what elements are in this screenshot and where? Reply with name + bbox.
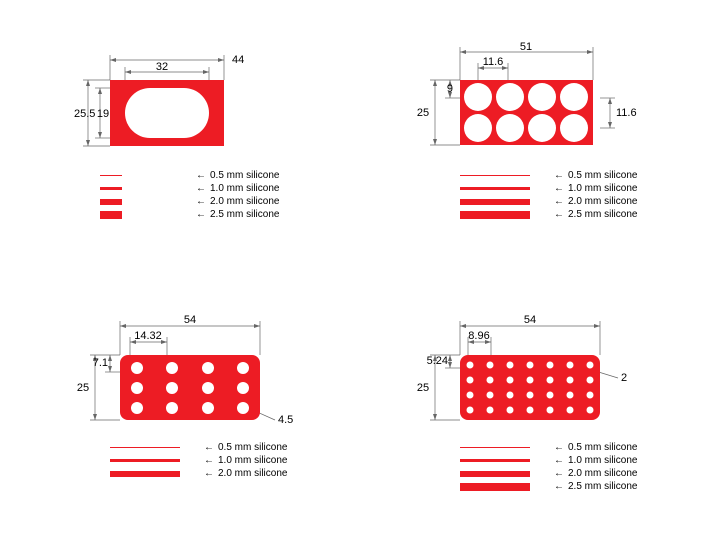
- legend-label: 2.0 mm silicone: [568, 196, 637, 207]
- legend-label: 1.0 mm silicone: [568, 455, 637, 466]
- legend-swatch: [460, 483, 530, 491]
- legend-label: 2.5 mm silicone: [568, 209, 637, 220]
- arrow-left-icon: ←: [196, 196, 206, 207]
- dim-d-pitch: 8.96: [468, 330, 489, 342]
- legend-d-row-05: ← 0.5 mm silicone: [460, 442, 637, 453]
- legend-c-row-20: ← 2.0 mm silicone: [110, 468, 287, 479]
- dim-a-slot-h: 19: [97, 108, 109, 120]
- legend-b: ← 0.5 mm silicone ← 1.0 mm silicone ← 2.…: [460, 168, 637, 222]
- arrow-left-icon: ←: [554, 481, 564, 492]
- legend-swatch: [110, 459, 180, 462]
- panel-a: 32 44 25.5 19: [70, 30, 270, 160]
- arrow-left-icon: ←: [196, 170, 206, 181]
- legend-swatch: [100, 175, 122, 176]
- legend-label: 1.0 mm silicone: [210, 183, 279, 194]
- legend-swatch: [100, 187, 122, 190]
- dim-c-outer-w: 54: [184, 314, 196, 326]
- legend-swatch: [460, 471, 530, 477]
- legend-b-row-20: ← 2.0 mm silicone: [460, 196, 637, 207]
- arrow-left-icon: ←: [204, 468, 214, 479]
- legend-label: 1.0 mm silicone: [218, 455, 287, 466]
- legend-label: 2.0 mm silicone: [218, 468, 287, 479]
- dim-d-hole-d: 2: [621, 372, 627, 384]
- dim-a-outer-h: 25.5: [74, 108, 95, 120]
- legend-swatch: [460, 447, 530, 448]
- legend-c-row-05: ← 0.5 mm silicone: [110, 442, 287, 453]
- legend-c-row-10: ← 1.0 mm silicone: [110, 455, 287, 466]
- dim-a-slot-len: 32: [156, 61, 168, 73]
- dim-c-first-y: 7.1: [93, 357, 108, 369]
- panel-c: 54 14.32 25 7.1 4.5: [70, 300, 330, 440]
- dim-c-outer-h: 25: [77, 382, 89, 394]
- legend-swatch: [460, 187, 530, 190]
- arrow-left-icon: ←: [554, 468, 564, 479]
- dim-b-pitch: 11.6: [483, 56, 504, 68]
- panel-d-drawing: 54 8.96 25 5.24 2: [400, 300, 680, 440]
- arrow-left-icon: ←: [196, 209, 206, 220]
- arrow-left-icon: ←: [554, 183, 564, 194]
- legend-a-row-20: ← 2.0 mm silicone: [100, 196, 279, 207]
- legend-a-row-10: ← 1.0 mm silicone: [100, 183, 279, 194]
- arrow-left-icon: ←: [554, 196, 564, 207]
- legend-label: 1.0 mm silicone: [568, 183, 637, 194]
- dim-d-outer-h: 25: [417, 382, 429, 394]
- shape-a: [110, 80, 224, 146]
- legend-swatch: [110, 471, 180, 477]
- panel-c-drawing: 54 14.32 25 7.1 4.5: [70, 300, 330, 440]
- legend-b-row-10: ← 1.0 mm silicone: [460, 183, 637, 194]
- legend-swatch: [460, 211, 530, 219]
- arrow-left-icon: ←: [554, 442, 564, 453]
- arrow-left-icon: ←: [554, 209, 564, 220]
- legend-d-row-10: ← 1.0 mm silicone: [460, 455, 637, 466]
- dim-d-outer-w: 54: [524, 314, 536, 326]
- panel-a-drawing: 32 44 25.5 19: [70, 30, 270, 160]
- legend-c: ← 0.5 mm silicone ← 1.0 mm silicone ← 2.…: [110, 440, 287, 481]
- legend-swatch: [460, 459, 530, 462]
- legend-d: ← 0.5 mm silicone ← 1.0 mm silicone ← 2.…: [460, 440, 637, 494]
- dim-b-outer-w: 51: [520, 41, 532, 53]
- arrow-left-icon: ←: [204, 455, 214, 466]
- legend-b-row-25: ← 2.5 mm silicone: [460, 209, 637, 220]
- legend-d-row-20: ← 2.0 mm silicone: [460, 468, 637, 479]
- panel-b-drawing: 51 11.6 25 9 11.6: [400, 30, 660, 160]
- legend-swatch: [460, 175, 530, 176]
- dim-b-hole-d: 11.6: [616, 107, 637, 119]
- dim-b-first-y: 9: [447, 83, 453, 95]
- panel-d: 54 8.96 25 5.24 2: [400, 300, 680, 440]
- dim-c-pitch: 14.32: [134, 330, 162, 342]
- legend-a: ← 0.5 mm silicone ← 1.0 mm silicone ← 2.…: [100, 168, 279, 222]
- legend-label: 2.5 mm silicone: [210, 209, 279, 220]
- legend-label: 2.0 mm silicone: [210, 196, 279, 207]
- arrow-left-icon: ←: [554, 170, 564, 181]
- dim-c-hole-d: 4.5: [278, 414, 293, 426]
- arrow-left-icon: ←: [554, 455, 564, 466]
- arrow-left-icon: ←: [204, 442, 214, 453]
- dim-b-outer-h: 25: [417, 107, 429, 119]
- dim-d-first-y: 5.24: [427, 355, 448, 367]
- legend-swatch: [460, 199, 530, 205]
- legend-label: 0.5 mm silicone: [568, 442, 637, 453]
- panel-b: 51 11.6 25 9 11.6: [400, 30, 660, 160]
- legend-label: 0.5 mm silicone: [210, 170, 279, 181]
- legend-swatch: [110, 447, 180, 448]
- legend-a-row-05: ← 0.5 mm silicone: [100, 170, 279, 181]
- arrow-left-icon: ←: [196, 183, 206, 194]
- legend-swatch: [100, 199, 122, 205]
- legend-label: 2.5 mm silicone: [568, 481, 637, 492]
- legend-b-row-05: ← 0.5 mm silicone: [460, 170, 637, 181]
- legend-label: 2.0 mm silicone: [568, 468, 637, 479]
- legend-swatch: [100, 211, 122, 219]
- legend-d-row-25: ← 2.5 mm silicone: [460, 481, 637, 492]
- legend-a-row-25: ← 2.5 mm silicone: [100, 209, 279, 220]
- legend-label: 0.5 mm silicone: [218, 442, 287, 453]
- dim-a-outer-w: 44: [232, 54, 244, 66]
- legend-label: 0.5 mm silicone: [568, 170, 637, 181]
